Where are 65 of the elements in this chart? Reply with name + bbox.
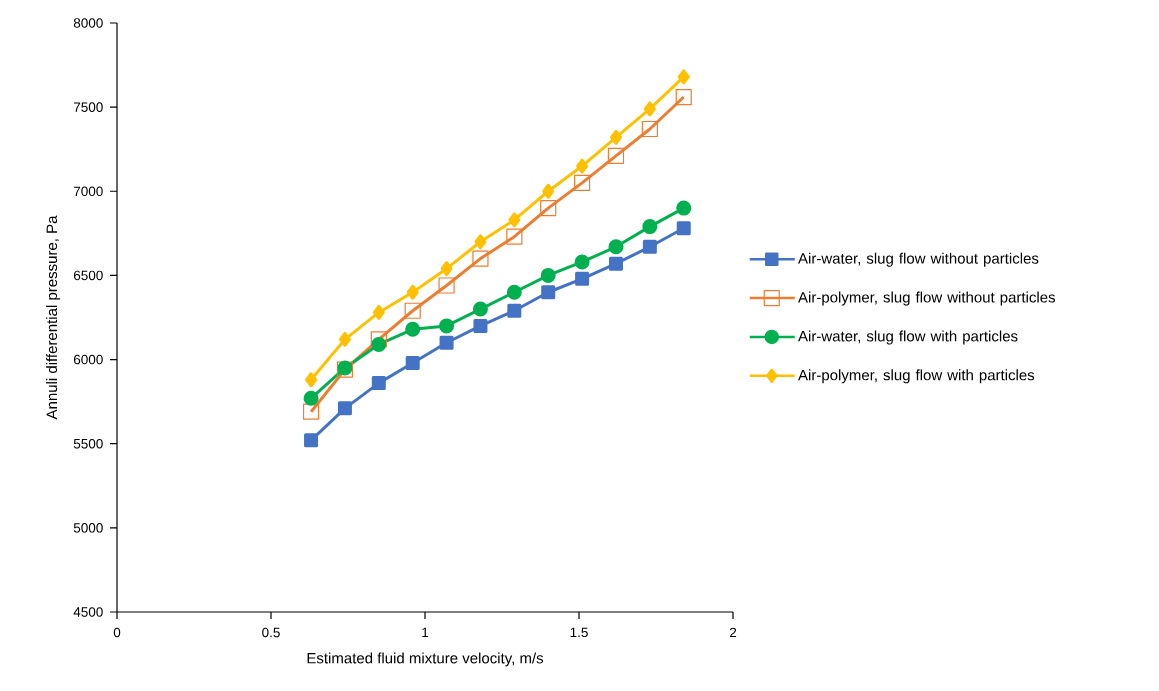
- point: [643, 101, 656, 117]
- y-tick-label: 4500: [73, 607, 103, 617]
- point: [609, 129, 622, 145]
- y-tick-label: 7000: [73, 186, 103, 197]
- point: [474, 234, 487, 250]
- point: [676, 200, 692, 216]
- point: [304, 433, 319, 448]
- point: [676, 221, 691, 236]
- y-tick-label: 7500: [73, 102, 103, 112]
- x-tick-label: 0: [113, 627, 121, 638]
- point: [508, 212, 521, 228]
- point: [438, 277, 455, 294]
- point: [303, 390, 319, 406]
- y-axis-title: Annuli differential pressure, Pa: [46, 215, 61, 420]
- point: [405, 321, 421, 337]
- point: [338, 331, 351, 347]
- point: [405, 355, 420, 370]
- point: [675, 88, 692, 106]
- point: [506, 228, 523, 245]
- point: [540, 200, 557, 217]
- point: [371, 336, 387, 352]
- point: [574, 254, 590, 270]
- y-tick-label: 6500: [73, 270, 103, 281]
- legend-label: Air-polymer, slug flow without particles: [798, 291, 1056, 306]
- legend-label: Air-polymer, slug flow with particles: [798, 369, 1035, 384]
- x-axis-title: Estimated fluid mixture velocity, m/s: [307, 652, 544, 667]
- point: [337, 401, 352, 416]
- point: [540, 267, 556, 283]
- x-tick-label: 2: [729, 627, 737, 638]
- point: [305, 372, 318, 388]
- point: [439, 318, 455, 334]
- point: [506, 284, 522, 300]
- point: [542, 183, 555, 199]
- point: [507, 303, 522, 318]
- point: [607, 147, 625, 165]
- point: [370, 331, 387, 348]
- point: [576, 158, 589, 174]
- point: [371, 376, 386, 391]
- y-tick-label: 8000: [73, 18, 103, 28]
- point: [575, 271, 590, 286]
- point: [608, 239, 624, 255]
- point: [472, 250, 489, 267]
- x-tick-label: 0.5: [262, 627, 280, 638]
- y-tick-label: 5000: [73, 523, 103, 533]
- point: [404, 302, 421, 319]
- legend-label: Air-water, slug flow with particles: [798, 330, 1018, 345]
- point: [677, 69, 690, 85]
- point: [642, 239, 657, 254]
- x-tick-label: 1.5: [570, 627, 588, 638]
- x-tick-label: 1: [422, 627, 429, 637]
- point: [472, 301, 488, 317]
- y-tick-label: 5500: [73, 438, 103, 449]
- point: [439, 335, 454, 350]
- point: [440, 261, 453, 277]
- point: [302, 403, 320, 420]
- legend-label: Air-water, slug flow without particles: [798, 252, 1039, 267]
- y-tick-label: 6000: [73, 354, 103, 365]
- point: [608, 256, 623, 271]
- point: [372, 304, 385, 320]
- point: [573, 174, 591, 191]
- point: [406, 284, 419, 300]
- point: [473, 318, 488, 333]
- point: [641, 120, 658, 138]
- point: [642, 219, 658, 235]
- point: [541, 285, 556, 300]
